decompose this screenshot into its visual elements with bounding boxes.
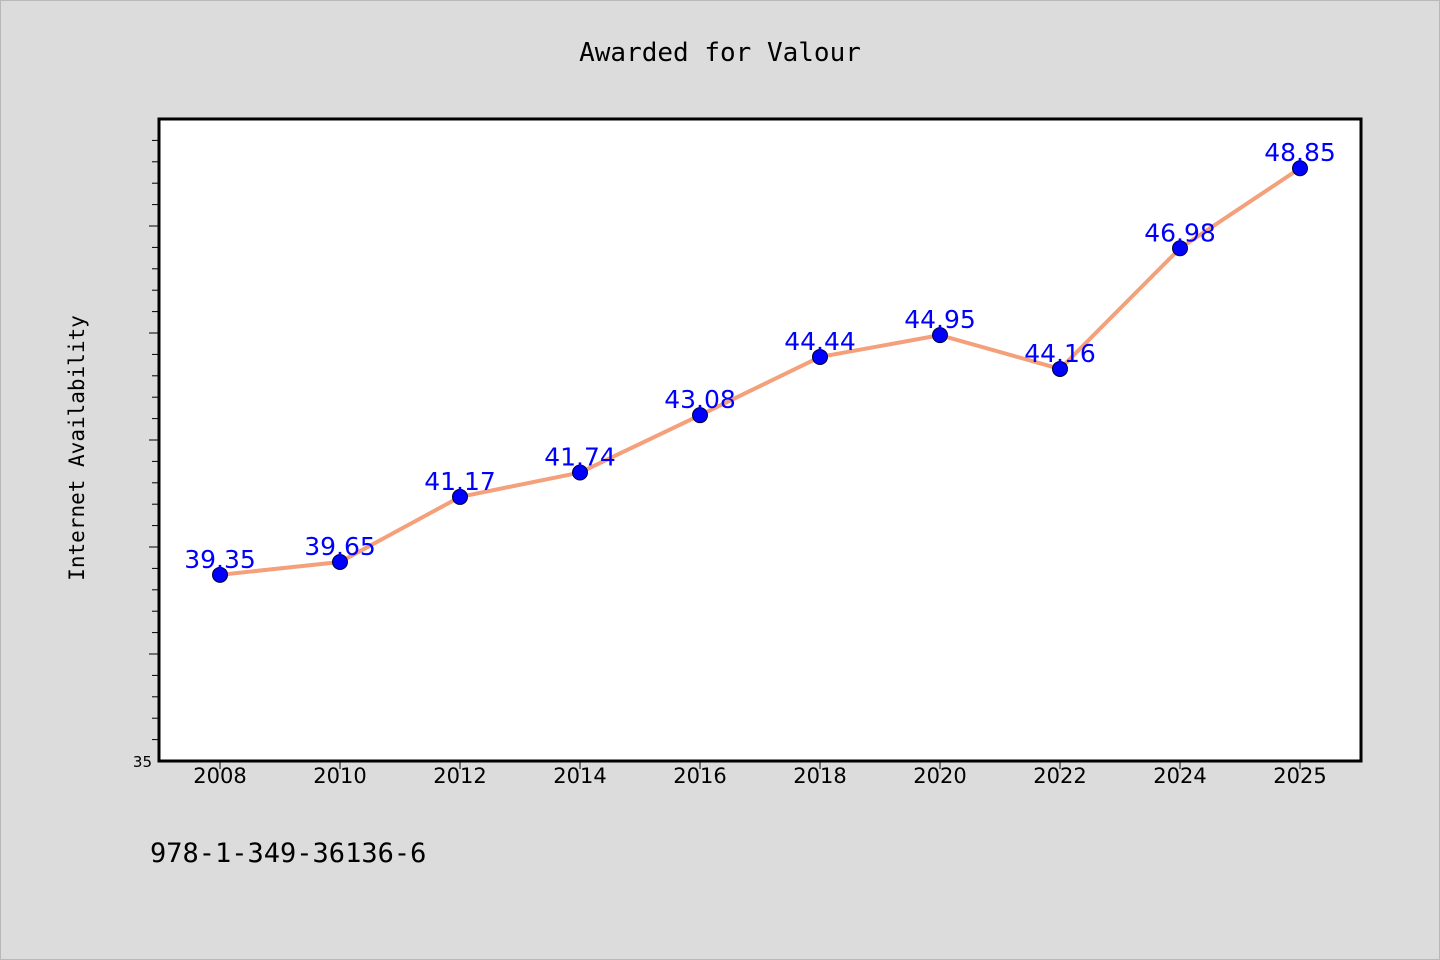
data-point <box>812 348 828 365</box>
data-point <box>572 464 588 481</box>
data-label: 44.16 <box>1024 339 1096 368</box>
x-tick-label: 2022 <box>1033 764 1086 788</box>
data-point <box>692 407 708 424</box>
data-label: 41.17 <box>424 467 496 496</box>
data-label: 39.35 <box>184 545 256 574</box>
data-point <box>1292 160 1308 177</box>
chart-title: Awarded for Valour <box>579 38 861 68</box>
data-label: 46.98 <box>1144 218 1216 247</box>
data-point <box>212 566 228 583</box>
data-label: 44.95 <box>904 305 976 334</box>
x-tick-label: 2010 <box>313 764 366 788</box>
x-tick-label: 2008 <box>193 764 246 788</box>
y-axis-label: Internet Availability <box>65 315 89 581</box>
data-point <box>1052 360 1068 377</box>
y-tick-label: 35 <box>133 753 152 771</box>
x-axis-ticks: 2008 2010 2012 2014 2016 2018 2020 2022 2024 2025 <box>193 761 1327 788</box>
x-tick-label: 2024 <box>1153 764 1206 788</box>
series-layer <box>212 160 1308 583</box>
data-label: 48.85 <box>1264 138 1336 167</box>
data-label: 44.44 <box>784 327 856 356</box>
x-tick-label: 2016 <box>673 764 726 788</box>
data-point <box>932 327 948 344</box>
plot-area <box>157 117 1363 763</box>
data-label: 43.08 <box>664 385 736 414</box>
data-label: 39.65 <box>304 532 376 561</box>
footer-code: 978-1-349-36136-6 <box>150 838 426 869</box>
x-tick-label: 2018 <box>793 764 846 788</box>
x-tick-label: 2014 <box>553 764 606 788</box>
data-labels-layer: 39.35 39.65 41.17 41.74 43.08 44.44 44.95 44.16… <box>184 138 1336 574</box>
data-point <box>332 553 348 570</box>
x-tick-label: 2020 <box>913 764 966 788</box>
y-axis-ticks: 35 <box>133 139 159 771</box>
x-tick-label: 2025 <box>1273 764 1326 788</box>
data-point <box>1172 240 1188 257</box>
x-tick-label: 2012 <box>433 764 486 788</box>
data-point <box>452 488 468 505</box>
data-label: 41.74 <box>544 443 616 472</box>
series-line <box>218 166 1302 577</box>
